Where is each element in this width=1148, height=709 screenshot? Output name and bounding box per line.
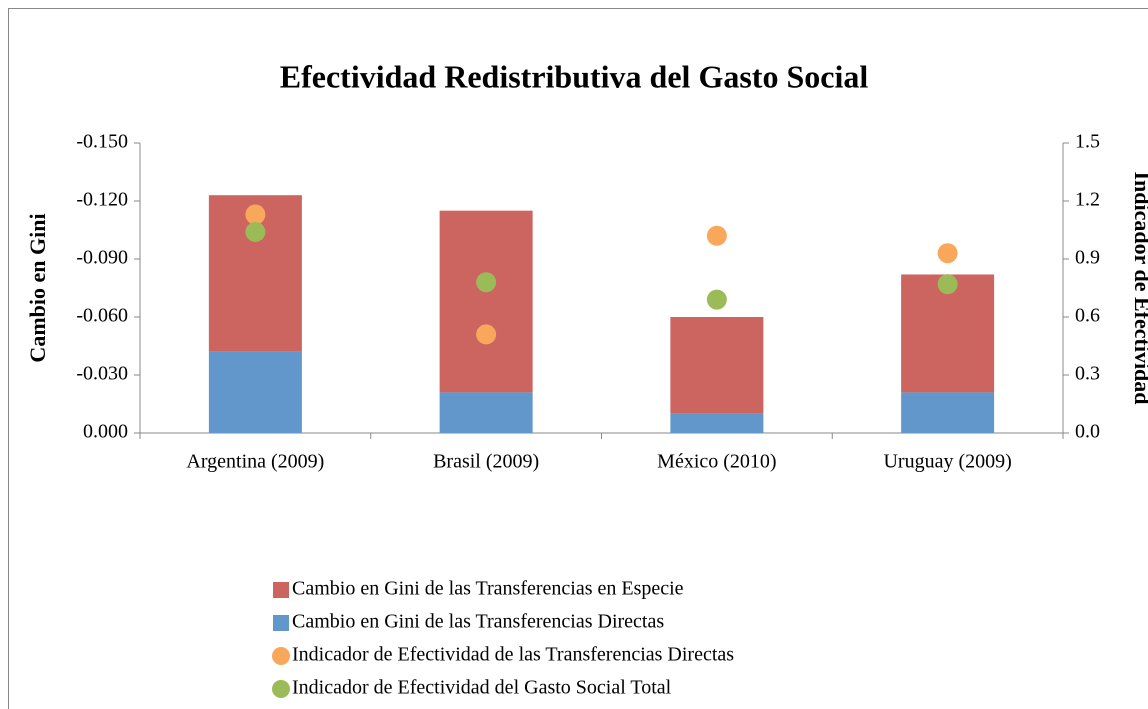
legend-label: Cambio en Gini de las Transferencias en …: [292, 578, 684, 600]
point: [476, 324, 497, 345]
legend-label: Indicador de Efectividad de las Transfer…: [292, 644, 734, 666]
y2-axis-title: Indicador de Efectividad: [1130, 171, 1148, 404]
x-tick-label: Argentina (2009): [186, 451, 324, 473]
x-tick-label: México (2010): [657, 451, 776, 473]
legend-marker: [273, 582, 289, 598]
bar-segment: [670, 317, 764, 414]
y-tick-label: -0.150: [76, 131, 128, 153]
y-tick-label: -0.030: [76, 363, 128, 385]
x-tick-label: Brasil (2009): [433, 451, 539, 473]
y-tick-label: -0.120: [76, 189, 128, 211]
x-tick-label: Uruguay (2009): [883, 451, 1011, 473]
legend-marker: [272, 680, 290, 698]
chart-title: Efectividad Redistributiva del Gasto Soc…: [280, 58, 869, 94]
bar-segment: [439, 392, 533, 433]
point: [937, 274, 958, 295]
y2-tick-label: 1.2: [1075, 189, 1100, 211]
point: [706, 289, 727, 310]
legend-marker: [272, 647, 290, 665]
bar-segment: [901, 392, 995, 433]
bar-segment: [208, 351, 302, 433]
y2-tick-label: 0.6: [1075, 305, 1100, 327]
y2-tick-label: 0.3: [1075, 363, 1100, 385]
y-tick-label: -0.090: [76, 247, 128, 269]
y2-tick-label: 0.9: [1075, 247, 1100, 269]
legend-marker: [273, 615, 289, 631]
chart-border: [8, 8, 1148, 709]
legend-label: Indicador de Efectividad del Gasto Socia…: [292, 677, 672, 699]
y-tick-label: -0.060: [76, 305, 128, 327]
y2-tick-label: 0.0: [1075, 421, 1100, 443]
bar-segment: [439, 210, 533, 393]
y2-tick-label: 1.5: [1075, 131, 1100, 153]
point: [245, 221, 266, 242]
legend-label: Cambio en Gini de las Transferencias Dir…: [292, 611, 664, 633]
point: [937, 243, 958, 264]
y-tick-label: 0.000: [83, 421, 128, 443]
bar-segment: [670, 413, 764, 433]
point: [706, 225, 727, 246]
point: [476, 272, 497, 293]
y-axis-title: Cambio en Gini: [25, 213, 50, 362]
point: [245, 204, 266, 225]
